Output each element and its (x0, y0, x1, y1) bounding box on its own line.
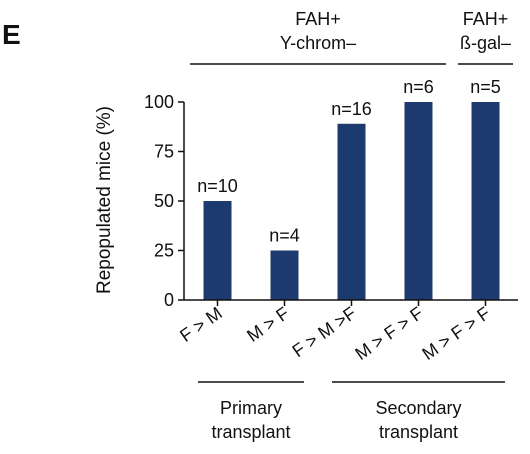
bar (404, 102, 433, 300)
y-tick-label: 25 (154, 241, 174, 261)
y-tick-label: 100 (144, 92, 174, 112)
bar (270, 250, 299, 300)
axes-group: 0 25 50 75 100 (144, 92, 518, 310)
category-label: F > M >F (289, 303, 360, 361)
bottom-group-label: transplant (379, 422, 458, 442)
n-label: n=5 (470, 77, 501, 97)
n-label: n=16 (331, 99, 372, 119)
y-axis-label: Repopulated mice (%) (94, 106, 115, 294)
category-label: M > F > F (351, 303, 426, 364)
y-tick-label: 0 (164, 290, 174, 310)
bar (337, 123, 366, 300)
panel-label: E (2, 19, 21, 50)
bottom-group-label: transplant (211, 422, 290, 442)
bar (471, 102, 500, 300)
n-label: n=10 (197, 176, 238, 196)
top-group-label: ß-gal– (460, 33, 511, 53)
top-group-label: FAH+ (463, 9, 509, 29)
category-label: M > F > F (418, 303, 493, 364)
category-label: M > F (243, 303, 293, 346)
n-label: n=4 (269, 226, 300, 246)
y-tick-label: 50 (154, 191, 174, 211)
category-label: F > M (176, 303, 226, 346)
bottom-group-label: Secondary (375, 398, 461, 418)
y-tick-label: 75 (154, 142, 174, 162)
bars-group (203, 102, 500, 300)
top-group-label: FAH+ (295, 9, 341, 29)
bar (203, 201, 232, 300)
bottom-group-label: Primary (220, 398, 282, 418)
top-group-label: Y-chrom– (280, 33, 356, 53)
n-label: n=6 (403, 77, 434, 97)
